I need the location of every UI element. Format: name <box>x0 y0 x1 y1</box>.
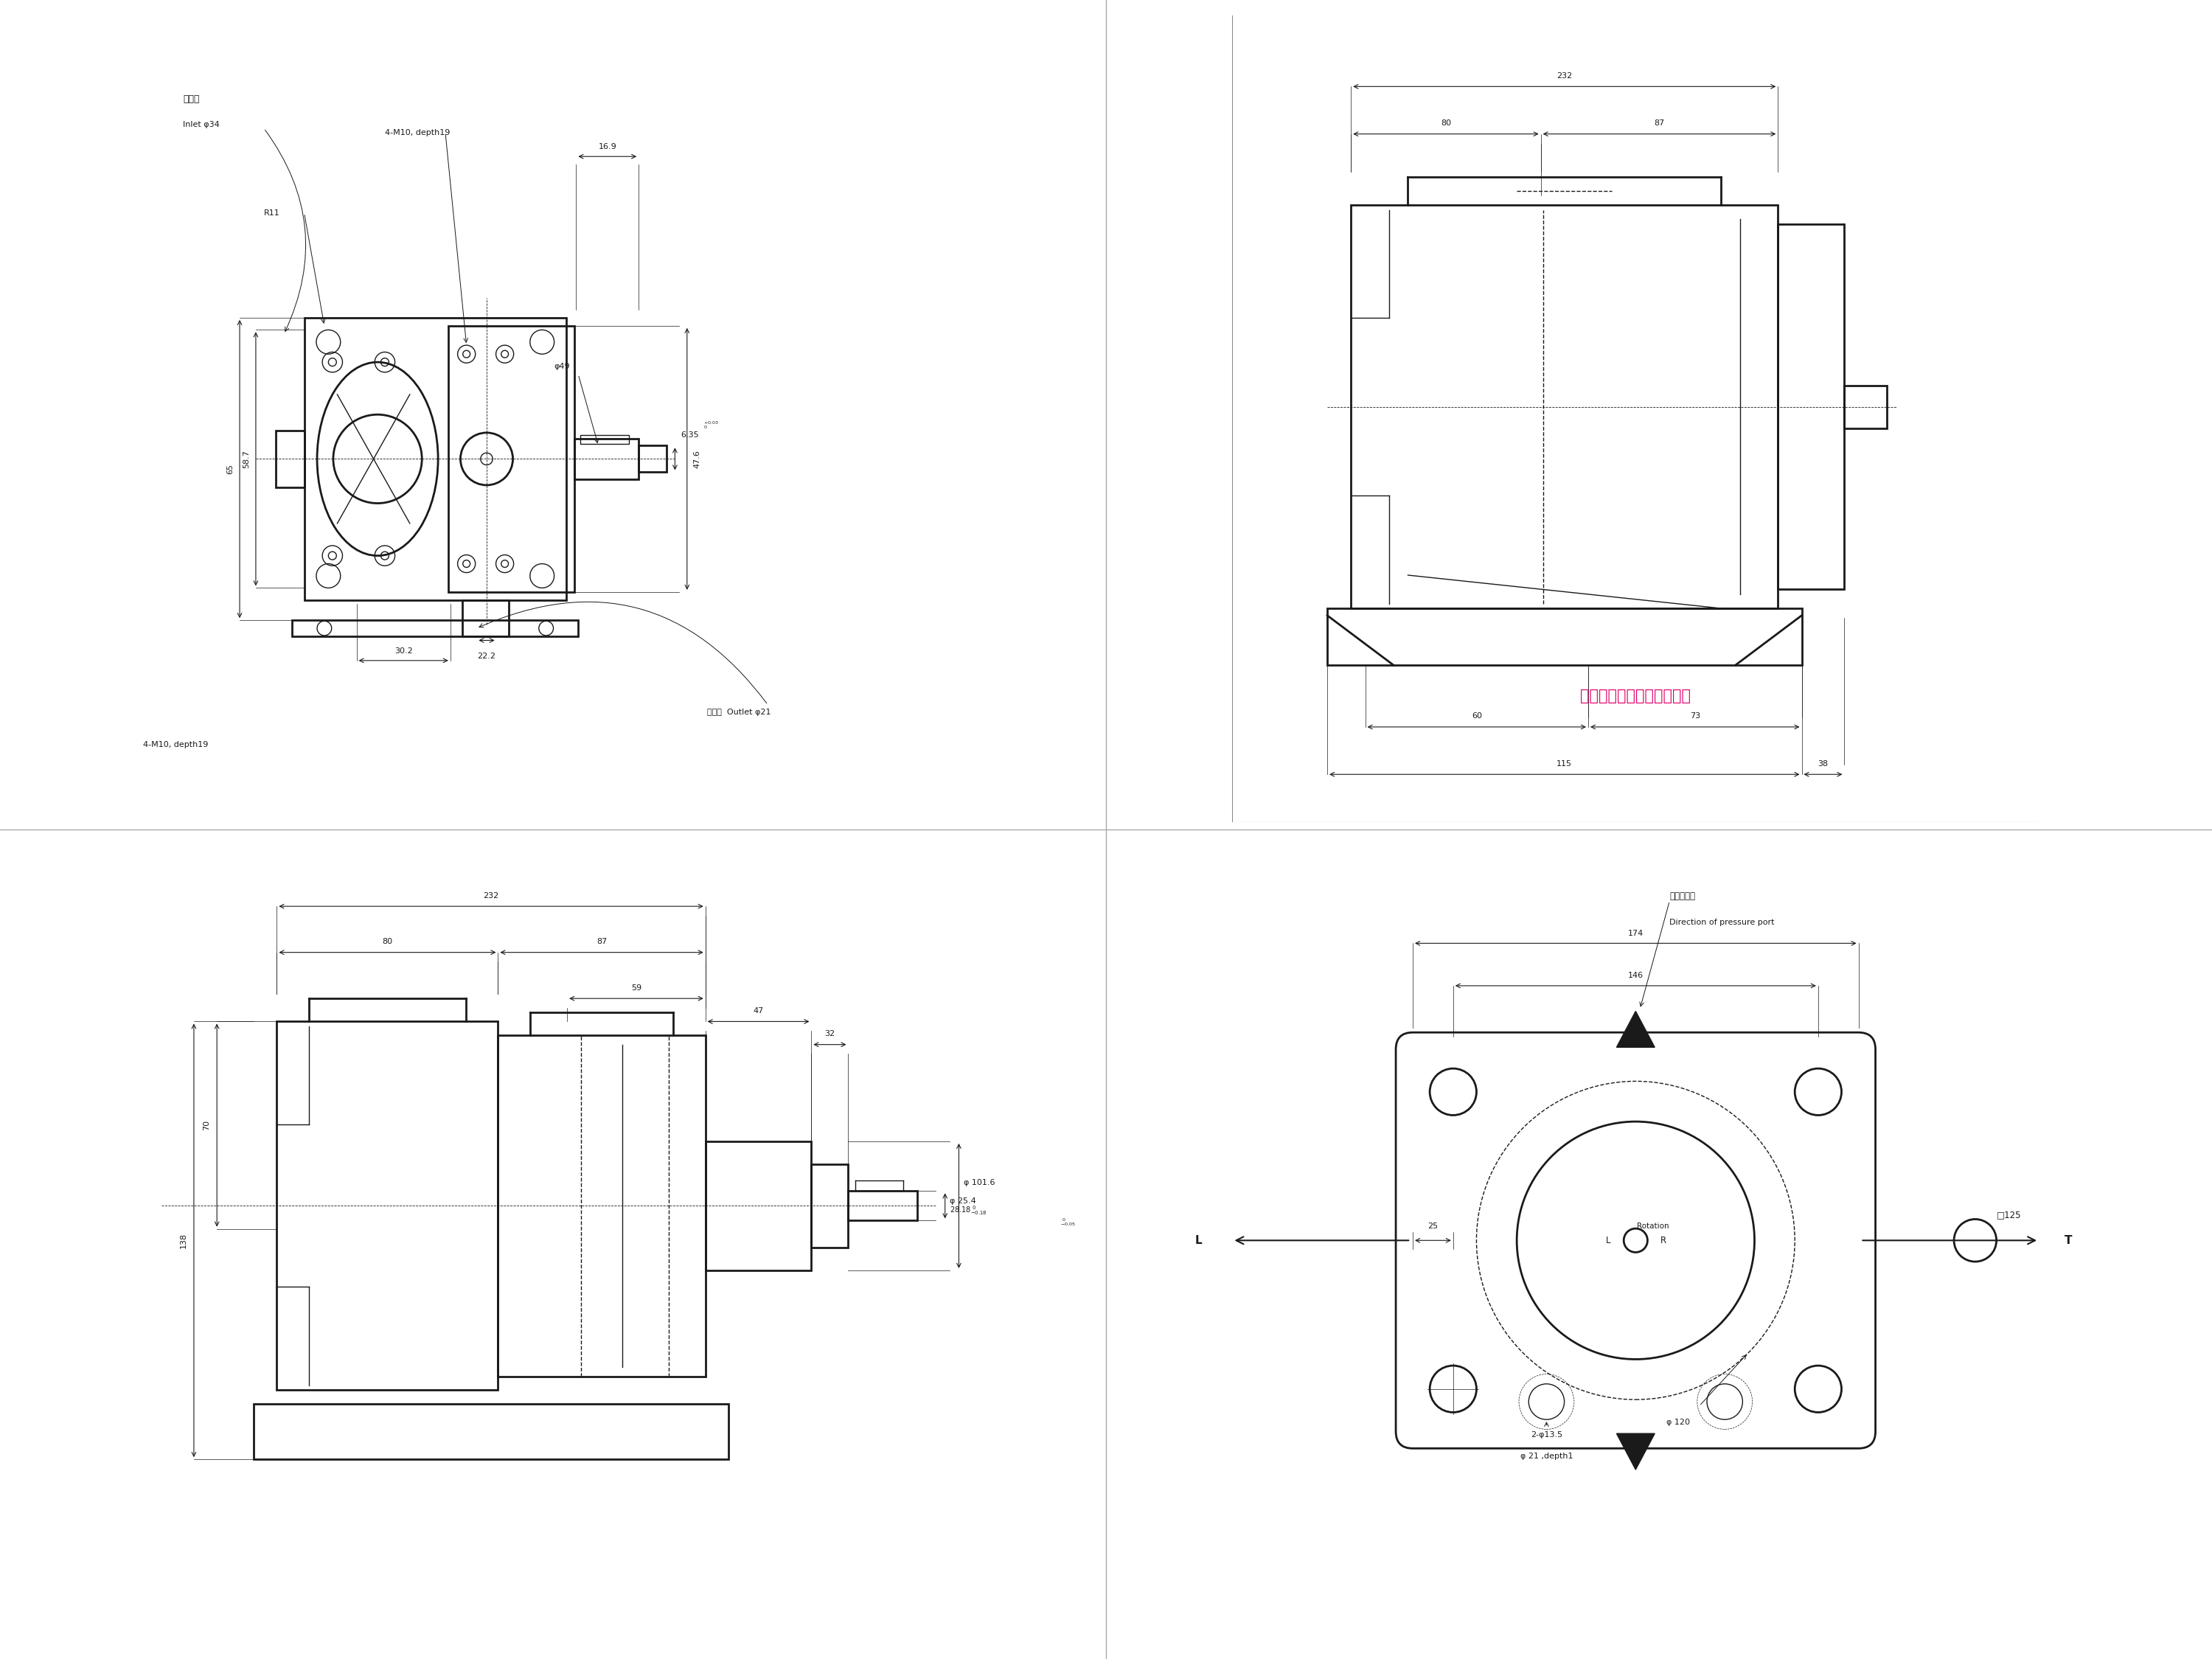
Bar <box>276 1022 498 1390</box>
Text: 87: 87 <box>1655 119 1666 126</box>
Text: 59: 59 <box>630 984 641 992</box>
Text: φ 25.4: φ 25.4 <box>949 1198 975 1204</box>
Text: 47.6: 47.6 <box>692 450 701 468</box>
Text: 60: 60 <box>1471 712 1482 720</box>
Bar <box>1438 1075 1469 1108</box>
Polygon shape <box>1617 1433 1655 1470</box>
Polygon shape <box>1617 1012 1655 1047</box>
Text: 80: 80 <box>1440 119 1451 126</box>
Bar <box>254 1404 728 1460</box>
Text: 22.2: 22.2 <box>478 652 495 660</box>
Bar <box>847 1191 918 1221</box>
Bar <box>1352 206 1778 609</box>
Text: $^{\ 0}_{-0.05}$: $^{\ 0}_{-0.05}$ <box>1060 1216 1075 1228</box>
Bar <box>1626 1231 1646 1249</box>
Text: 2-φ13.5: 2-φ13.5 <box>1531 1432 1562 1438</box>
Bar <box>1438 1374 1469 1405</box>
Text: 58.7: 58.7 <box>243 450 250 468</box>
Text: 232: 232 <box>1557 71 1573 80</box>
FancyBboxPatch shape <box>1396 1032 1876 1448</box>
Text: 25: 25 <box>1427 1223 1438 1229</box>
Text: φ 21 ,depth1: φ 21 ,depth1 <box>1520 1453 1573 1460</box>
Text: Rotation: Rotation <box>1637 1223 1668 1229</box>
Text: 87: 87 <box>597 937 606 946</box>
Text: 146: 146 <box>1628 972 1644 979</box>
Text: 174: 174 <box>1628 929 1644 937</box>
Bar <box>812 1165 847 1248</box>
Text: 30.2: 30.2 <box>394 647 414 655</box>
Bar <box>1327 609 1803 665</box>
Text: 70: 70 <box>204 1120 210 1130</box>
Text: 4-M10, depth19: 4-M10, depth19 <box>144 742 208 748</box>
Text: 38: 38 <box>1818 760 1829 766</box>
Bar <box>1803 1075 1834 1108</box>
Text: L: L <box>1606 1236 1610 1246</box>
Text: 6.35: 6.35 <box>681 431 699 438</box>
Bar <box>292 620 577 637</box>
Text: φ 120: φ 120 <box>1666 1418 1690 1427</box>
Bar <box>498 1035 706 1377</box>
Text: Inlet φ34: Inlet φ34 <box>184 121 219 128</box>
Bar <box>449 325 575 592</box>
Text: □125: □125 <box>1997 1209 2022 1219</box>
Text: T: T <box>2064 1234 2073 1246</box>
Text: L: L <box>1194 1234 1201 1246</box>
Text: 4-M10, depth19: 4-M10, depth19 <box>385 129 449 136</box>
Text: 232: 232 <box>482 893 500 899</box>
Text: 32: 32 <box>825 1030 834 1037</box>
Text: Direction of pressure port: Direction of pressure port <box>1670 919 1774 926</box>
Text: R: R <box>1661 1236 1666 1246</box>
Text: $^{+0.03}_{0}$: $^{+0.03}_{0}$ <box>703 420 719 431</box>
Bar <box>639 446 666 473</box>
Bar <box>1845 385 1887 428</box>
Text: 80: 80 <box>383 937 392 946</box>
Text: 73: 73 <box>1690 712 1701 720</box>
Text: 16.9: 16.9 <box>597 143 617 151</box>
Text: 出油口  Outlet φ21: 出油口 Outlet φ21 <box>708 708 772 717</box>
Text: 138: 138 <box>179 1233 188 1248</box>
Bar <box>462 601 509 637</box>
Text: 入油口: 入油口 <box>184 95 199 105</box>
Text: 65: 65 <box>226 465 234 474</box>
Text: 其餘尺寸請參見法蘭安裝型: 其餘尺寸請參見法蘭安裝型 <box>1579 688 1690 703</box>
Text: 47: 47 <box>752 1007 763 1015</box>
Bar <box>276 431 305 488</box>
Text: φ 101.6: φ 101.6 <box>964 1180 995 1186</box>
Text: φ49: φ49 <box>553 363 571 370</box>
Text: 28.18$^{\ 0}_{-0.18}$: 28.18$^{\ 0}_{-0.18}$ <box>949 1204 987 1216</box>
Bar <box>305 319 566 601</box>
Bar <box>1803 1374 1834 1405</box>
Bar <box>580 435 628 443</box>
Bar <box>1778 224 1845 589</box>
Bar <box>706 1141 812 1271</box>
Text: 出油口方向: 出油口方向 <box>1670 891 1694 901</box>
Text: 115: 115 <box>1557 760 1573 766</box>
Text: R11: R11 <box>263 209 281 217</box>
Bar <box>575 438 639 479</box>
